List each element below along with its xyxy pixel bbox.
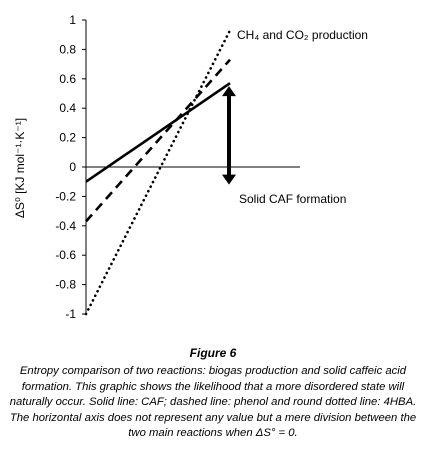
y-tick-label: 0 — [69, 160, 76, 174]
y-tick-label: 0.6 — [59, 72, 76, 86]
y-tick-label: 0.2 — [59, 131, 76, 145]
y-tick-label: -0.8 — [55, 278, 76, 292]
y-tick-label: 1 — [69, 13, 76, 27]
y-tick-labels: 1 0.8 0.6 0.4 0.2 0 -0.2 -0.4 -0.6 -0.8 -1 — [55, 13, 76, 321]
arrow-head-up — [222, 86, 236, 97]
entropy-chart: 1 0.8 0.6 0.4 0.2 0 -0.2 -0.4 -0.6 -0.8 -1 ΔS⁰ [KJ… — [13, 13, 368, 321]
figure-caption: Entropy comparison of two reactions: bio… — [9, 365, 417, 439]
series-line-hba — [84, 28, 232, 316]
y-tick-label: -0.6 — [55, 248, 76, 262]
annotation-lower-label: Solid CAF formation — [239, 192, 346, 206]
y-tick-label: -0.2 — [55, 189, 76, 203]
y-axis — [82, 19, 300, 315]
y-tick-label: 0.4 — [59, 101, 76, 115]
y-tick-label: -0.4 — [55, 219, 76, 233]
y-axis-label: ΔS⁰ [KJ mol⁻¹·K⁻¹] — [13, 118, 27, 218]
series-line-caf — [85, 82, 231, 183]
y-tick-label: -1 — [65, 307, 76, 321]
y-tick-label: 0.8 — [59, 42, 76, 56]
series-lines — [84, 28, 232, 316]
figure-title: Figure 6 — [189, 346, 237, 360]
arrow-head-down — [222, 174, 236, 185]
annotation-upper-label: CH₄ and CO₂ production — [237, 28, 368, 42]
annotation-arrow — [222, 86, 236, 185]
series-line-phenol — [85, 58, 231, 223]
